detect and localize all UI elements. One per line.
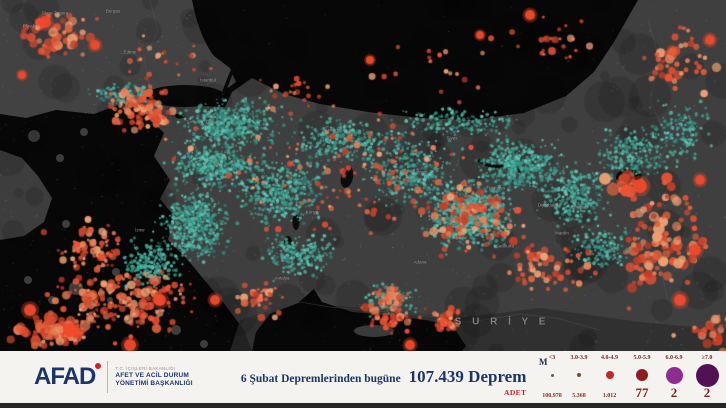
legend-class-5: 5.0-5.9 77	[625, 351, 659, 403]
footer-bar: AFAD T.C. İÇİŞLERİ BAKANLIĞI AFET VE ACİ…	[0, 351, 726, 403]
headline: 6 Şubat Depremlerinden bugüne 107.439 De…	[241, 367, 527, 387]
legend-circle	[665, 366, 683, 384]
legend-class-6: 6.0-6.9 2	[659, 351, 689, 403]
legend-range: <3	[548, 355, 556, 361]
headline-prefix: 6 Şubat Depremlerinden bugüne	[240, 373, 401, 385]
legend-range: 5.0-5.9	[633, 355, 651, 361]
ministry-line1: T.C. İÇİŞLERİ BAKANLIĞI	[115, 366, 176, 372]
legend-class-3: 3.0-3.9 5.368	[564, 351, 594, 403]
legend-class-7: ≥7.0 2	[689, 351, 725, 403]
legend-circle	[577, 373, 581, 377]
legend-circle	[636, 369, 648, 381]
legend-count: 77	[635, 385, 649, 401]
ministry-line2: AFET VE ACİL DURUM	[115, 371, 189, 379]
afad-brand: AFAD T.C. İÇİŞLERİ BAKANLIĞI AFET VE ACİ…	[34, 361, 193, 393]
earthquake-map: Plovdiv Stara Zagora Burgas Edirne İstanbul B…	[0, 0, 726, 351]
ministry-text: T.C. İÇİŞLERİ BAKANLIĞI AFET VE ACİL DUR…	[115, 366, 192, 388]
afad-logo: AFAD	[34, 363, 102, 390]
legend-circle	[605, 371, 614, 379]
afad-logo-text: AFAD	[34, 363, 96, 390]
legend-range: ≥7.0	[701, 355, 713, 361]
count-row-label: ADET	[504, 388, 527, 397]
legend-count: 100.978	[542, 393, 562, 399]
headline-count: 107.439 Deprem	[408, 367, 527, 386]
legend-count: 2	[703, 385, 711, 401]
earthquake-dots-canvas	[0, 0, 726, 351]
legend-range: 4.0-4.9	[601, 355, 618, 361]
magnitude-legend: M ADET <3 100.978 3.0-3.9 5.368 4.0-4.9 …	[504, 351, 725, 403]
legend-circle	[550, 373, 554, 377]
logo-divider	[107, 361, 109, 393]
legend-class-lt3: <3 100.978	[540, 351, 564, 403]
legend-count: 5.368	[572, 393, 586, 399]
legend-range: 6.0-6.9	[665, 355, 683, 361]
legend-range: 3.0-3.9	[570, 355, 588, 361]
afad-logo-red-dot	[95, 363, 102, 369]
ministry-line3: YÖNETİMİ BAŞKANLIĞI	[115, 379, 193, 387]
legend-count: 2	[670, 385, 678, 401]
legend-class-4: 4.0-4.9 1.012	[594, 351, 625, 403]
bottom-strip	[0, 403, 726, 408]
magnitude-label: M	[539, 357, 548, 367]
legend-circle	[695, 363, 719, 387]
legend-count: 1.012	[602, 393, 617, 399]
